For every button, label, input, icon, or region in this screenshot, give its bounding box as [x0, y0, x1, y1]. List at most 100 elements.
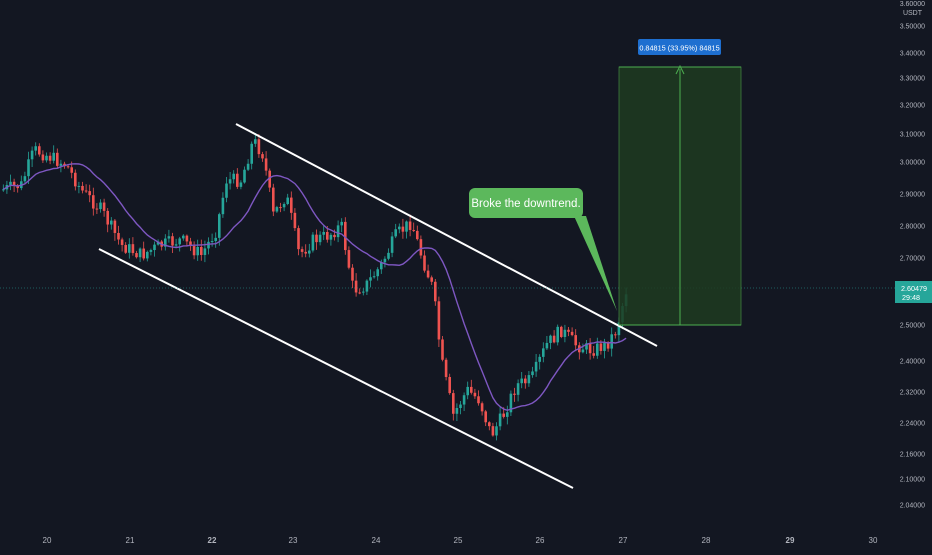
- candle-body: [351, 267, 354, 281]
- candle-body: [66, 166, 70, 168]
- candle-body: [574, 335, 577, 346]
- candle-body: [488, 422, 491, 427]
- candle-body: [344, 221, 347, 251]
- candle-body: [340, 221, 343, 226]
- price-axis-top-label: 3.60000: [900, 1, 925, 8]
- price-axis[interactable]: 3.60000 USDT 3.50000 3.40000 3.30000 3.2000…: [900, 1, 925, 510]
- candle-body: [380, 262, 383, 270]
- candle-body: [326, 231, 329, 240]
- candle-body: [538, 356, 541, 362]
- annotation-box[interactable]: [469, 188, 583, 218]
- candle-body: [113, 220, 117, 233]
- candle-body: [394, 229, 397, 237]
- candle-body: [84, 190, 88, 192]
- candle-body: [387, 252, 390, 259]
- candle-body: [444, 359, 448, 378]
- time-axis-tick: 25: [454, 536, 463, 545]
- measure-label-box[interactable]: [638, 39, 721, 55]
- candle-body: [74, 172, 77, 187]
- candle-body: [369, 277, 372, 281]
- candle-body: [138, 248, 142, 258]
- candle-body: [581, 349, 585, 353]
- candle-body: [41, 154, 45, 161]
- candle-body: [610, 334, 613, 349]
- candle-body: [570, 331, 574, 336]
- candle-body: [164, 238, 167, 247]
- candle-body: [315, 234, 318, 243]
- candle-body: [268, 170, 271, 188]
- candle-body: [2, 189, 5, 191]
- candle-body: [149, 250, 153, 252]
- candle-body: [59, 163, 63, 166]
- candle-body: [333, 234, 336, 238]
- candle-body: [286, 197, 289, 204]
- candle-body: [30, 150, 34, 160]
- time-axis[interactable]: 20 21 22 23 24 25 26 27 28 29 30: [43, 536, 878, 545]
- candle-body: [81, 185, 84, 191]
- candle-body: [228, 179, 232, 184]
- candle-body: [203, 248, 207, 255]
- time-axis-tick: 30: [869, 536, 878, 545]
- candle-body: [437, 301, 441, 340]
- price-axis-tick: 2.70000: [900, 256, 925, 263]
- price-axis-tick: 2.40000: [900, 359, 925, 366]
- candle-body: [459, 404, 462, 409]
- candle-body: [70, 167, 73, 173]
- candle-body: [470, 386, 473, 393]
- candle-body: [322, 231, 325, 235]
- time-axis-tick: 24: [372, 536, 381, 545]
- candle-body: [560, 326, 563, 337]
- candle-body: [398, 226, 401, 230]
- price-axis-tick: 3.50000: [900, 24, 925, 31]
- candle-body: [455, 408, 459, 414]
- time-axis-tick: 28: [702, 536, 711, 545]
- candle-body: [516, 383, 520, 395]
- candle-body: [45, 155, 48, 161]
- candle-body: [189, 241, 192, 247]
- candle-body: [279, 207, 282, 209]
- candle-body: [275, 207, 279, 212]
- candle-body: [196, 246, 199, 256]
- candle-body: [506, 412, 509, 417]
- candle-body: [207, 241, 210, 249]
- candle-body: [372, 276, 376, 278]
- price-axis-tick: 3.20000: [900, 103, 925, 110]
- candle-body: [52, 152, 55, 161]
- time-axis-tick: 27: [619, 536, 628, 545]
- candle-body: [225, 183, 228, 198]
- candle-body: [146, 251, 149, 259]
- candle-body: [596, 343, 599, 356]
- time-axis-tick: 29: [786, 536, 795, 545]
- measure-label: 0.84815 (33.95%) 84815: [639, 44, 719, 53]
- candle-body: [153, 244, 156, 251]
- candle-body: [297, 228, 300, 250]
- candle-body: [200, 246, 203, 255]
- candle-body: [56, 152, 59, 166]
- candle-body: [192, 246, 196, 256]
- candle-body: [293, 212, 297, 229]
- candle-body: [524, 378, 527, 384]
- price-axis-tick: 3.40000: [900, 51, 925, 58]
- price-axis-tick: 2.24000: [900, 421, 925, 428]
- candle-body: [545, 342, 549, 349]
- candle-body: [552, 335, 556, 343]
- candle-body: [567, 329, 570, 332]
- channel-upper-line[interactable]: [235, 123, 658, 347]
- candle-body: [23, 176, 27, 182]
- candle-body: [617, 322, 621, 336]
- candle-body: [182, 235, 185, 239]
- candle-body: [300, 249, 304, 252]
- candle-body: [95, 208, 99, 210]
- candle-body: [606, 342, 610, 349]
- candle-body: [131, 244, 135, 254]
- current-price-value: 2.60479: [901, 284, 927, 293]
- candle-body: [405, 221, 408, 232]
- moving-average-line: [2, 163, 627, 412]
- candle-body: [110, 220, 113, 225]
- candle-body: [376, 269, 379, 277]
- candle-body: [102, 202, 106, 211]
- candle-body: [347, 250, 351, 268]
- candle-body: [416, 230, 419, 240]
- channel-lower-line[interactable]: [98, 248, 574, 489]
